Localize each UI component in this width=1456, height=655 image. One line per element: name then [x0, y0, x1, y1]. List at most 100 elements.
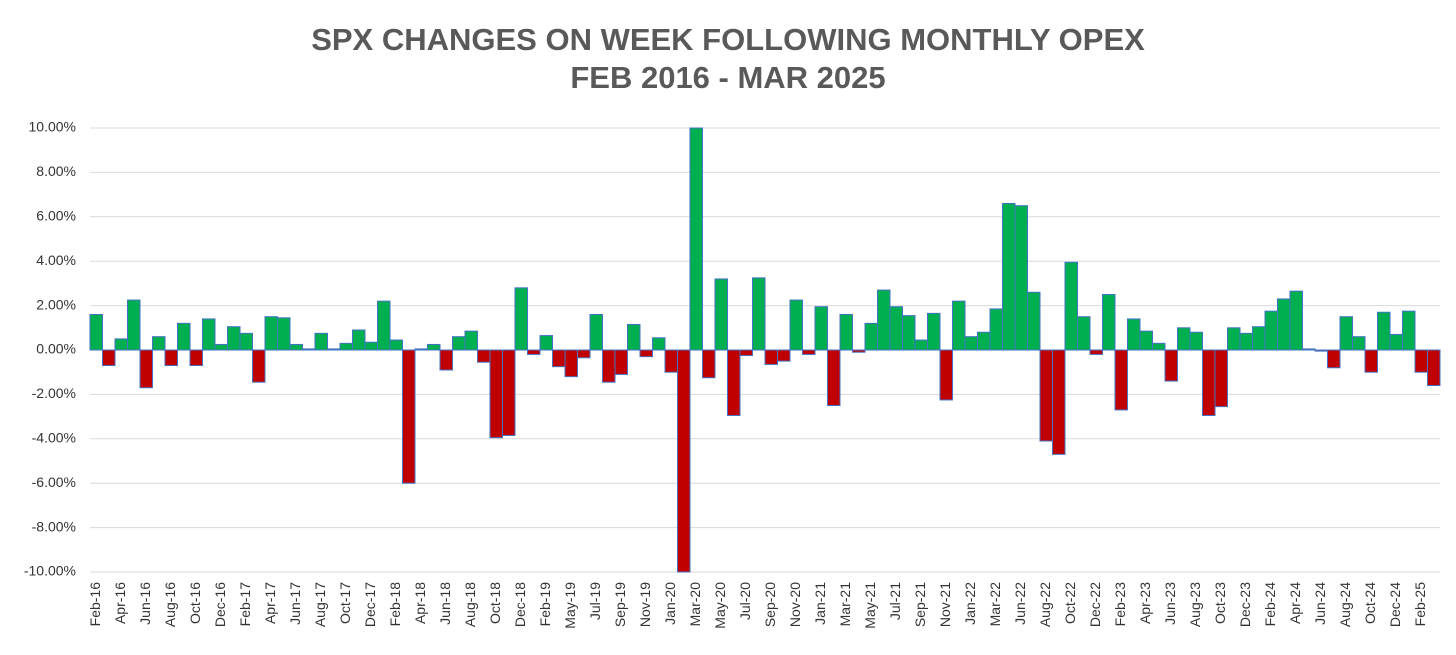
bar	[452, 336, 466, 351]
x-tick-label: Jul-21	[887, 582, 903, 620]
x-tick-label: Jan-21	[812, 582, 828, 625]
bar	[514, 287, 528, 351]
bar	[1214, 349, 1228, 408]
bar	[1027, 291, 1041, 351]
y-tick-label: 6.00%	[36, 208, 76, 224]
y-tick-label: 4.00%	[36, 252, 76, 268]
bar	[639, 349, 653, 358]
bar	[714, 278, 728, 351]
x-tick-label: Jun-24	[1312, 582, 1328, 625]
bar	[902, 315, 916, 351]
x-tick-label: Jun-17	[287, 582, 303, 625]
bar	[814, 306, 828, 351]
bar	[102, 349, 116, 367]
bar	[1302, 348, 1316, 351]
bar	[1039, 349, 1053, 442]
bar	[89, 313, 103, 351]
x-tick-label: Dec-24	[1387, 582, 1403, 627]
bar	[777, 349, 791, 362]
bar	[1064, 261, 1078, 351]
bar	[739, 349, 753, 357]
bar	[614, 349, 628, 375]
bar	[852, 349, 866, 353]
x-tick-label: Nov-20	[787, 582, 803, 627]
bar	[252, 349, 266, 383]
bar	[677, 349, 691, 573]
y-tick-label: 0.00%	[36, 341, 76, 357]
x-tick-label: Dec-22	[1087, 582, 1103, 627]
bar	[577, 349, 591, 359]
bar	[1377, 311, 1391, 351]
x-tick-label: Feb-23	[1112, 582, 1128, 627]
bar	[364, 341, 378, 351]
bar	[889, 306, 903, 351]
bar	[289, 343, 303, 351]
x-tick-label: Apr-23	[1137, 582, 1153, 624]
bar	[664, 349, 678, 373]
bar	[1314, 349, 1328, 352]
bar	[1239, 332, 1253, 351]
bar	[539, 335, 553, 351]
bar	[339, 342, 353, 351]
y-tick-label: -6.00%	[32, 474, 76, 490]
bar	[389, 339, 403, 351]
bar	[1402, 310, 1416, 351]
x-tick-label: Oct-17	[337, 582, 353, 624]
bar	[377, 300, 391, 351]
bar	[1152, 342, 1166, 351]
x-tick-label: Jun-18	[437, 582, 453, 625]
x-tick-label: Sep-21	[912, 582, 928, 627]
y-tick-label: -8.00%	[32, 518, 76, 534]
x-tick-label: Aug-22	[1037, 582, 1053, 627]
x-tick-label: Aug-18	[462, 582, 478, 627]
bar	[1139, 330, 1153, 351]
x-tick-label: May-20	[712, 582, 728, 629]
bar	[589, 313, 603, 351]
bar	[652, 337, 666, 351]
bar	[502, 349, 516, 436]
bar	[877, 289, 891, 351]
bar	[189, 349, 203, 367]
bar	[1002, 202, 1016, 351]
x-tick-label: Dec-18	[512, 582, 528, 627]
bar	[402, 349, 416, 484]
bar	[114, 338, 128, 351]
x-tick-label: Jan-22	[962, 582, 978, 625]
bar	[939, 349, 953, 401]
x-tick-label: Apr-18	[412, 582, 428, 624]
x-tick-label: Oct-16	[187, 582, 203, 624]
bar	[1014, 205, 1028, 351]
bar	[864, 322, 878, 351]
bar	[214, 343, 228, 351]
x-tick-label: Sep-19	[612, 582, 628, 627]
bar	[827, 349, 841, 406]
bar	[427, 343, 441, 351]
bar	[1114, 349, 1128, 411]
bar	[839, 313, 853, 351]
bar	[464, 330, 478, 351]
bar	[264, 316, 278, 351]
bar	[764, 349, 778, 365]
x-tick-label: Oct-22	[1062, 582, 1078, 624]
bar	[152, 336, 166, 351]
bar	[689, 127, 703, 351]
bar	[489, 349, 503, 439]
x-tick-label: Apr-24	[1287, 582, 1303, 624]
x-tick-label: Jun-22	[1012, 582, 1028, 625]
bar	[1102, 294, 1116, 351]
bar	[1189, 331, 1203, 351]
x-tick-label: Mar-22	[987, 582, 1003, 627]
bar	[139, 349, 153, 389]
bar	[702, 349, 716, 379]
bar	[164, 349, 178, 367]
x-tick-label: Feb-25	[1412, 582, 1428, 627]
x-tick-label: Jun-23	[1162, 582, 1178, 625]
bar	[302, 348, 316, 351]
bar	[414, 348, 428, 351]
bar	[789, 299, 803, 351]
x-tick-label: Dec-17	[362, 582, 378, 627]
bar	[1089, 349, 1103, 355]
bar	[1164, 349, 1178, 382]
bar	[202, 318, 216, 351]
